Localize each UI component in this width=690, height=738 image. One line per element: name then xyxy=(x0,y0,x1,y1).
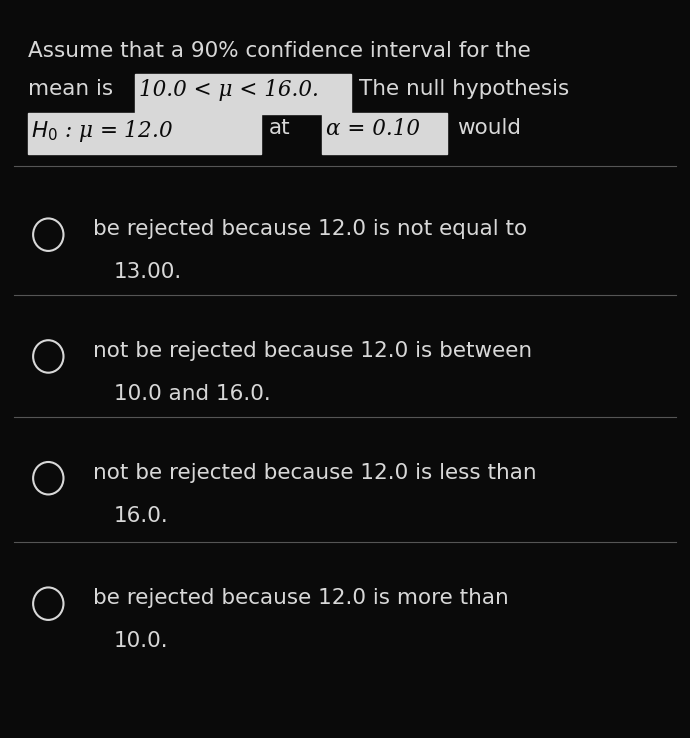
Text: 10.0 and 16.0.: 10.0 and 16.0. xyxy=(114,384,270,404)
Text: 10.0.: 10.0. xyxy=(114,631,168,651)
Text: mean is: mean is xyxy=(28,79,119,99)
FancyBboxPatch shape xyxy=(135,74,351,114)
FancyBboxPatch shape xyxy=(322,113,447,154)
Text: not be rejected because 12.0 is less than: not be rejected because 12.0 is less tha… xyxy=(93,463,537,483)
Text: at: at xyxy=(269,118,290,138)
Text: would: would xyxy=(457,118,521,138)
Text: 13.00.: 13.00. xyxy=(114,262,182,282)
Text: α = 0.10: α = 0.10 xyxy=(326,118,420,140)
Text: The null hypothesis: The null hypothesis xyxy=(359,79,569,99)
FancyBboxPatch shape xyxy=(28,113,261,154)
Text: 10.0 < μ < 16.0.: 10.0 < μ < 16.0. xyxy=(139,79,319,101)
Text: be rejected because 12.0 is more than: be rejected because 12.0 is more than xyxy=(93,588,509,608)
Text: 16.0.: 16.0. xyxy=(114,506,168,525)
Text: $H_0$ : μ = 12.0: $H_0$ : μ = 12.0 xyxy=(31,118,173,144)
Text: Assume that a 90% confidence interval for the: Assume that a 90% confidence interval fo… xyxy=(28,41,531,61)
Text: not be rejected because 12.0 is between: not be rejected because 12.0 is between xyxy=(93,341,532,361)
Text: be rejected because 12.0 is not equal to: be rejected because 12.0 is not equal to xyxy=(93,219,527,239)
